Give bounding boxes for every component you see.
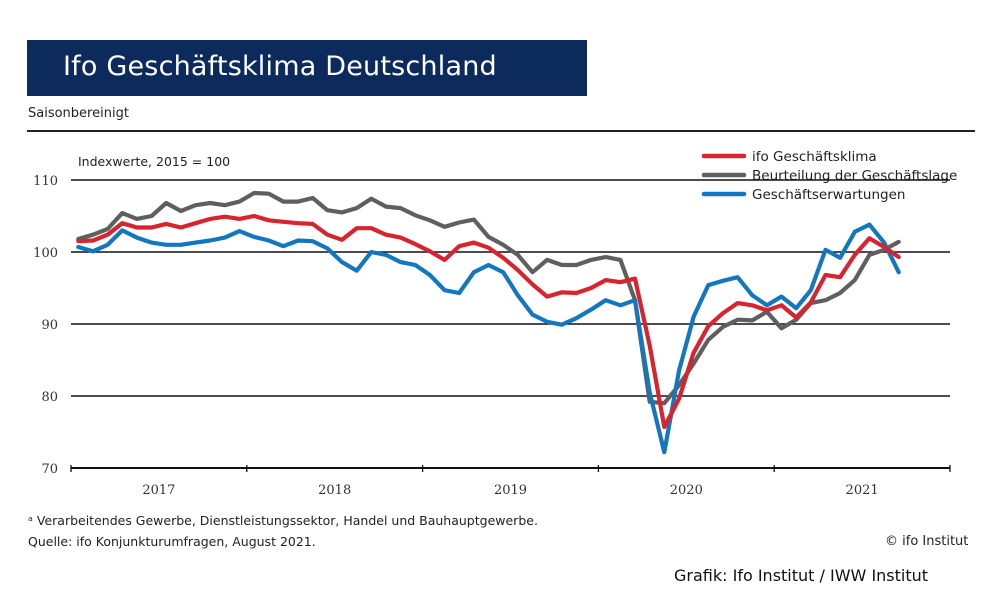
page-title: Ifo Geschäftsklima Deutschland: [63, 51, 497, 82]
footnote: ᵃ Verarbeitendes Gewerbe, Dienstleistung…: [28, 513, 538, 528]
legend: ifo Geschäftsklima Beurteilung der Geschä…: [701, 149, 957, 203]
source-note: Quelle: ifo Konjunkturumfragen, August 2…: [28, 534, 316, 549]
x-tick-label: 2017: [142, 483, 175, 498]
index-annotation: Indexwerte, 2015 = 100: [78, 154, 230, 169]
copyright-note: © ifo Institut: [885, 534, 969, 549]
graphic-credit: Grafik: Ifo Institut / IWW Institut: [674, 566, 929, 585]
x-tick-label: 2018: [318, 483, 351, 498]
series-line-geschaeftslage: [76, 190, 901, 406]
header-divider: [27, 130, 975, 132]
y-tick-label: 70: [41, 462, 58, 477]
axes: 70 80 90 100 110 2017 2018 2019 2020 2021: [33, 174, 951, 498]
legend-label: ifo Geschäftsklima: [752, 149, 877, 165]
y-tick-label: 110: [33, 174, 58, 189]
series-lines: [76, 190, 901, 455]
y-tick-label: 100: [33, 246, 58, 261]
legend-label: Geschäftserwartungen: [752, 187, 905, 203]
title-banner: Ifo Geschäftsklima Deutschland: [27, 40, 587, 96]
y-tick-label: 80: [41, 390, 58, 405]
y-tick-label: 90: [41, 318, 58, 333]
legend-label: Beurteilung der Geschäftslage: [752, 168, 957, 184]
x-tick-label: 2020: [670, 483, 703, 498]
gridlines: [71, 179, 950, 469]
series-line-geschaeftserwartungen: [76, 222, 901, 455]
x-tick-label: 2019: [494, 483, 527, 498]
subtitle: Saisonbereinigt: [28, 106, 129, 121]
series-line-geschaeftsklima: [76, 213, 901, 430]
x-tick-label: 2021: [846, 483, 879, 498]
